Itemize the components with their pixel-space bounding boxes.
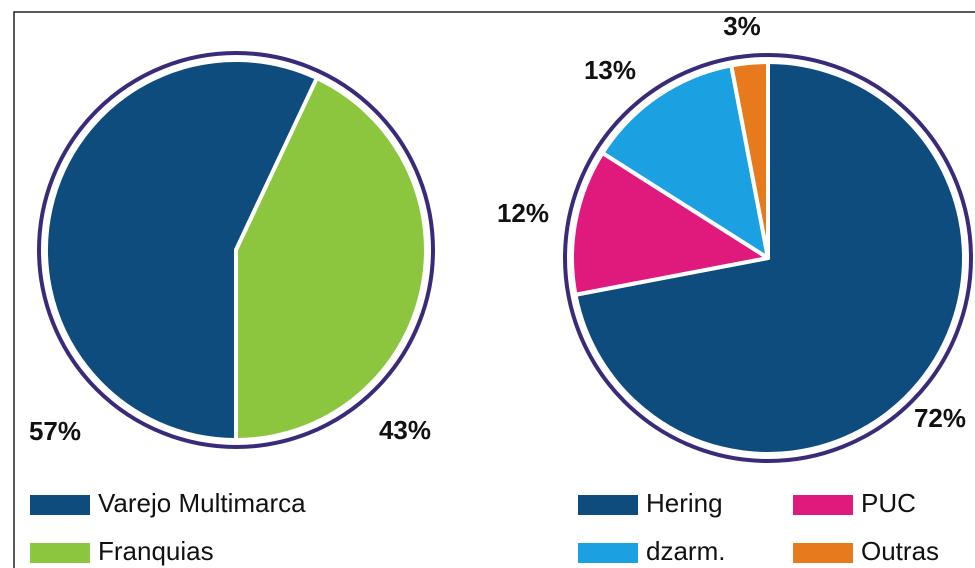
value-label: 43% <box>379 415 431 445</box>
legend-label: Varejo Multimarca <box>98 488 306 518</box>
legend-label: Outras <box>861 536 939 566</box>
value-label: 72% <box>914 403 966 433</box>
value-label: 57% <box>29 416 81 446</box>
value-label: 13% <box>584 55 636 85</box>
value-label: 3% <box>723 11 761 41</box>
legend-label: Hering <box>646 488 723 518</box>
legend-swatch <box>30 543 90 563</box>
legend-label: dzarm. <box>646 536 725 566</box>
legend-label: Franquias <box>98 536 214 566</box>
legend-swatch <box>30 495 90 515</box>
pie-slice <box>600 63 770 260</box>
pie-slice <box>729 60 770 260</box>
pie-slice <box>234 76 428 442</box>
pie-slice <box>44 58 319 442</box>
legend-swatch <box>793 495 853 515</box>
legend-swatch <box>578 495 638 515</box>
pie-slice <box>570 150 770 297</box>
value-label: 12% <box>497 198 549 228</box>
legend-swatch <box>793 543 853 563</box>
legend-label: PUC <box>861 488 916 518</box>
legend-swatch <box>578 543 638 563</box>
